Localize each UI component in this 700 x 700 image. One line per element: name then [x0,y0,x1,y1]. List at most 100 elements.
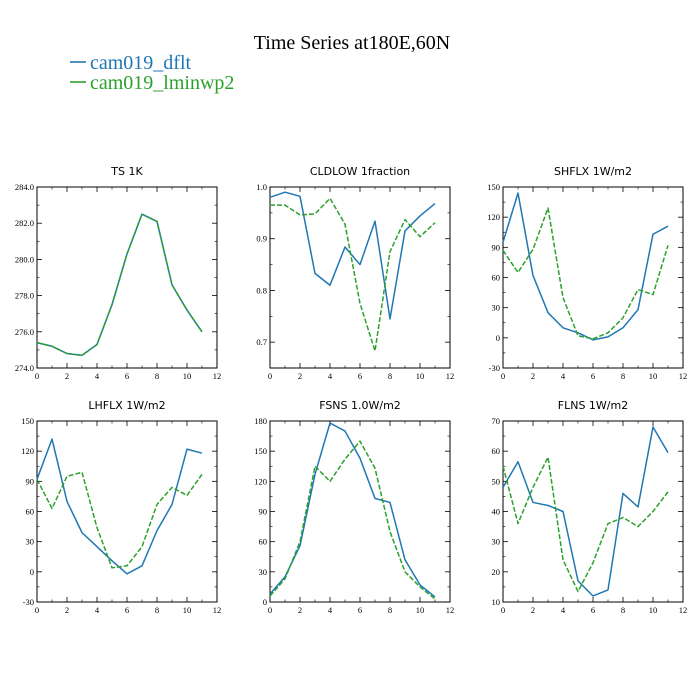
y-tick-label: 284.0 [15,182,34,192]
y-tick-label: 20 [492,567,501,577]
x-tick-label: 10 [649,605,658,615]
y-tick-label: 1.0 [256,182,267,192]
series-line-cam019_dflt [36,213,203,357]
x-tick-label: 12 [679,605,688,615]
x-tick-label: 4 [328,605,333,615]
x-tick-label: 8 [388,371,392,381]
x-tick-label: 4 [328,371,333,381]
y-tick-label: 60 [492,273,501,283]
y-tick-label: 90 [26,476,35,486]
y-tick-label: 150 [21,416,34,426]
x-tick-label: 10 [416,605,425,615]
panel-grid: TS 1K 0 2 4 6 8 10 12 274.0 276.0 278.0 280.0 282.0 2… [15,165,687,615]
x-tick-label: 10 [649,371,658,381]
x-tick-label: 0 [501,605,505,615]
x-tick-label: 2 [65,605,69,615]
x-tick-label: 12 [679,371,688,381]
x-tick-label: 12 [213,371,222,381]
panel-title: FSNS 1.0W/m2 [319,399,401,412]
series-line-cam019_lminwp2 [502,456,669,593]
x-tick-label: 6 [591,371,595,381]
x-tick-label: 6 [358,371,362,381]
x-tick-label: 8 [621,371,625,381]
y-tick-label: 274.0 [15,363,34,373]
x-tick-label: 2 [531,371,535,381]
x-tick-label: 10 [416,371,425,381]
x-tick-label: 6 [358,605,362,615]
series-line-cam019_dflt [269,191,436,320]
legend-label-lminwp2: cam019_lminwp2 [90,72,234,94]
y-tick-label: 0.7 [256,337,267,347]
panel-cldlow: CLDLOW 1fraction 0 2 4 6 8 10 12 0.7 0.8 0.9 1.0 [256,165,454,381]
x-tick-label: 2 [298,371,302,381]
x-tick-label: 6 [125,371,129,381]
x-tick-label: 10 [183,605,192,615]
y-tick-label: 0 [263,597,267,607]
x-tick-label: 12 [446,371,455,381]
x-tick-label: 8 [388,605,392,615]
series-line-cam019_lminwp2 [36,471,203,569]
y-tick-label: 30 [259,567,268,577]
x-tick-label: 0 [35,605,39,615]
y-tick-label: 180 [254,416,267,426]
y-tick-label: 120 [487,212,500,222]
panel-ts: TS 1K 0 2 4 6 8 10 12 274.0 276.0 278.0 280.0 282.0 2… [15,165,221,381]
plot-frame [502,420,684,603]
panel-title: CLDLOW 1fraction [310,165,410,178]
y-tick-label: 30 [492,537,501,547]
y-tick-label: 50 [492,476,501,486]
series-line-cam019_dflt [502,192,669,341]
y-tick-label: -30 [23,597,34,607]
y-tick-label: 150 [487,182,500,192]
y-tick-label: 70 [492,416,501,426]
x-tick-label: 8 [155,371,159,381]
series-line-cam019_lminwp2 [269,440,436,600]
legend: cam019_dflt cam019_lminwp2 [70,52,234,94]
series-line-cam019_lminwp2 [502,207,669,340]
x-tick-label: 0 [268,371,272,381]
x-tick-label: 12 [213,605,222,615]
y-tick-label: 90 [259,507,268,517]
plot-frame [36,420,218,603]
y-tick-label: 0 [30,567,34,577]
x-tick-label: 0 [35,371,39,381]
x-tick-label: 2 [531,605,535,615]
y-tick-label: 0.8 [256,285,267,295]
panel-title: SHFLX 1W/m2 [554,165,632,178]
plot-frame [269,420,451,603]
y-tick-label: 120 [21,446,34,456]
x-tick-label: 12 [446,605,455,615]
x-tick-label: 4 [561,371,566,381]
y-tick-label: 276.0 [15,327,34,337]
y-tick-label: 90 [492,242,501,252]
series-line-cam019_dflt [502,426,669,597]
y-tick-label: 30 [26,537,35,547]
y-tick-label: 40 [492,507,501,517]
y-tick-label: 282.0 [15,218,34,228]
figure-title: Time Series at180E,60N [254,32,450,54]
series-line-cam019_dflt [36,438,203,575]
panel-title: TS 1K [110,165,143,178]
legend-label-dflt: cam019_dflt [90,52,192,74]
y-tick-label: 10 [492,597,501,607]
y-tick-label: 30 [492,303,501,313]
panel-flns: FLNS 1W/m2 0 2 4 6 8 10 12 10 20 30 40 50 60 70 [492,399,688,615]
x-tick-label: 2 [65,371,69,381]
y-tick-label: 0.9 [256,234,267,244]
y-tick-label: 60 [26,507,35,517]
x-tick-label: 8 [155,605,159,615]
x-tick-label: 6 [125,605,129,615]
y-tick-label: 60 [492,446,501,456]
panel-title: FLNS 1W/m2 [558,399,628,412]
series-line-cam019_lminwp2 [270,197,436,352]
plot-frame [36,186,218,369]
x-tick-label: 2 [298,605,302,615]
x-tick-label: 4 [561,605,566,615]
x-tick-label: 6 [591,605,595,615]
y-tick-label: 150 [254,446,267,456]
x-tick-label: 4 [95,605,100,615]
